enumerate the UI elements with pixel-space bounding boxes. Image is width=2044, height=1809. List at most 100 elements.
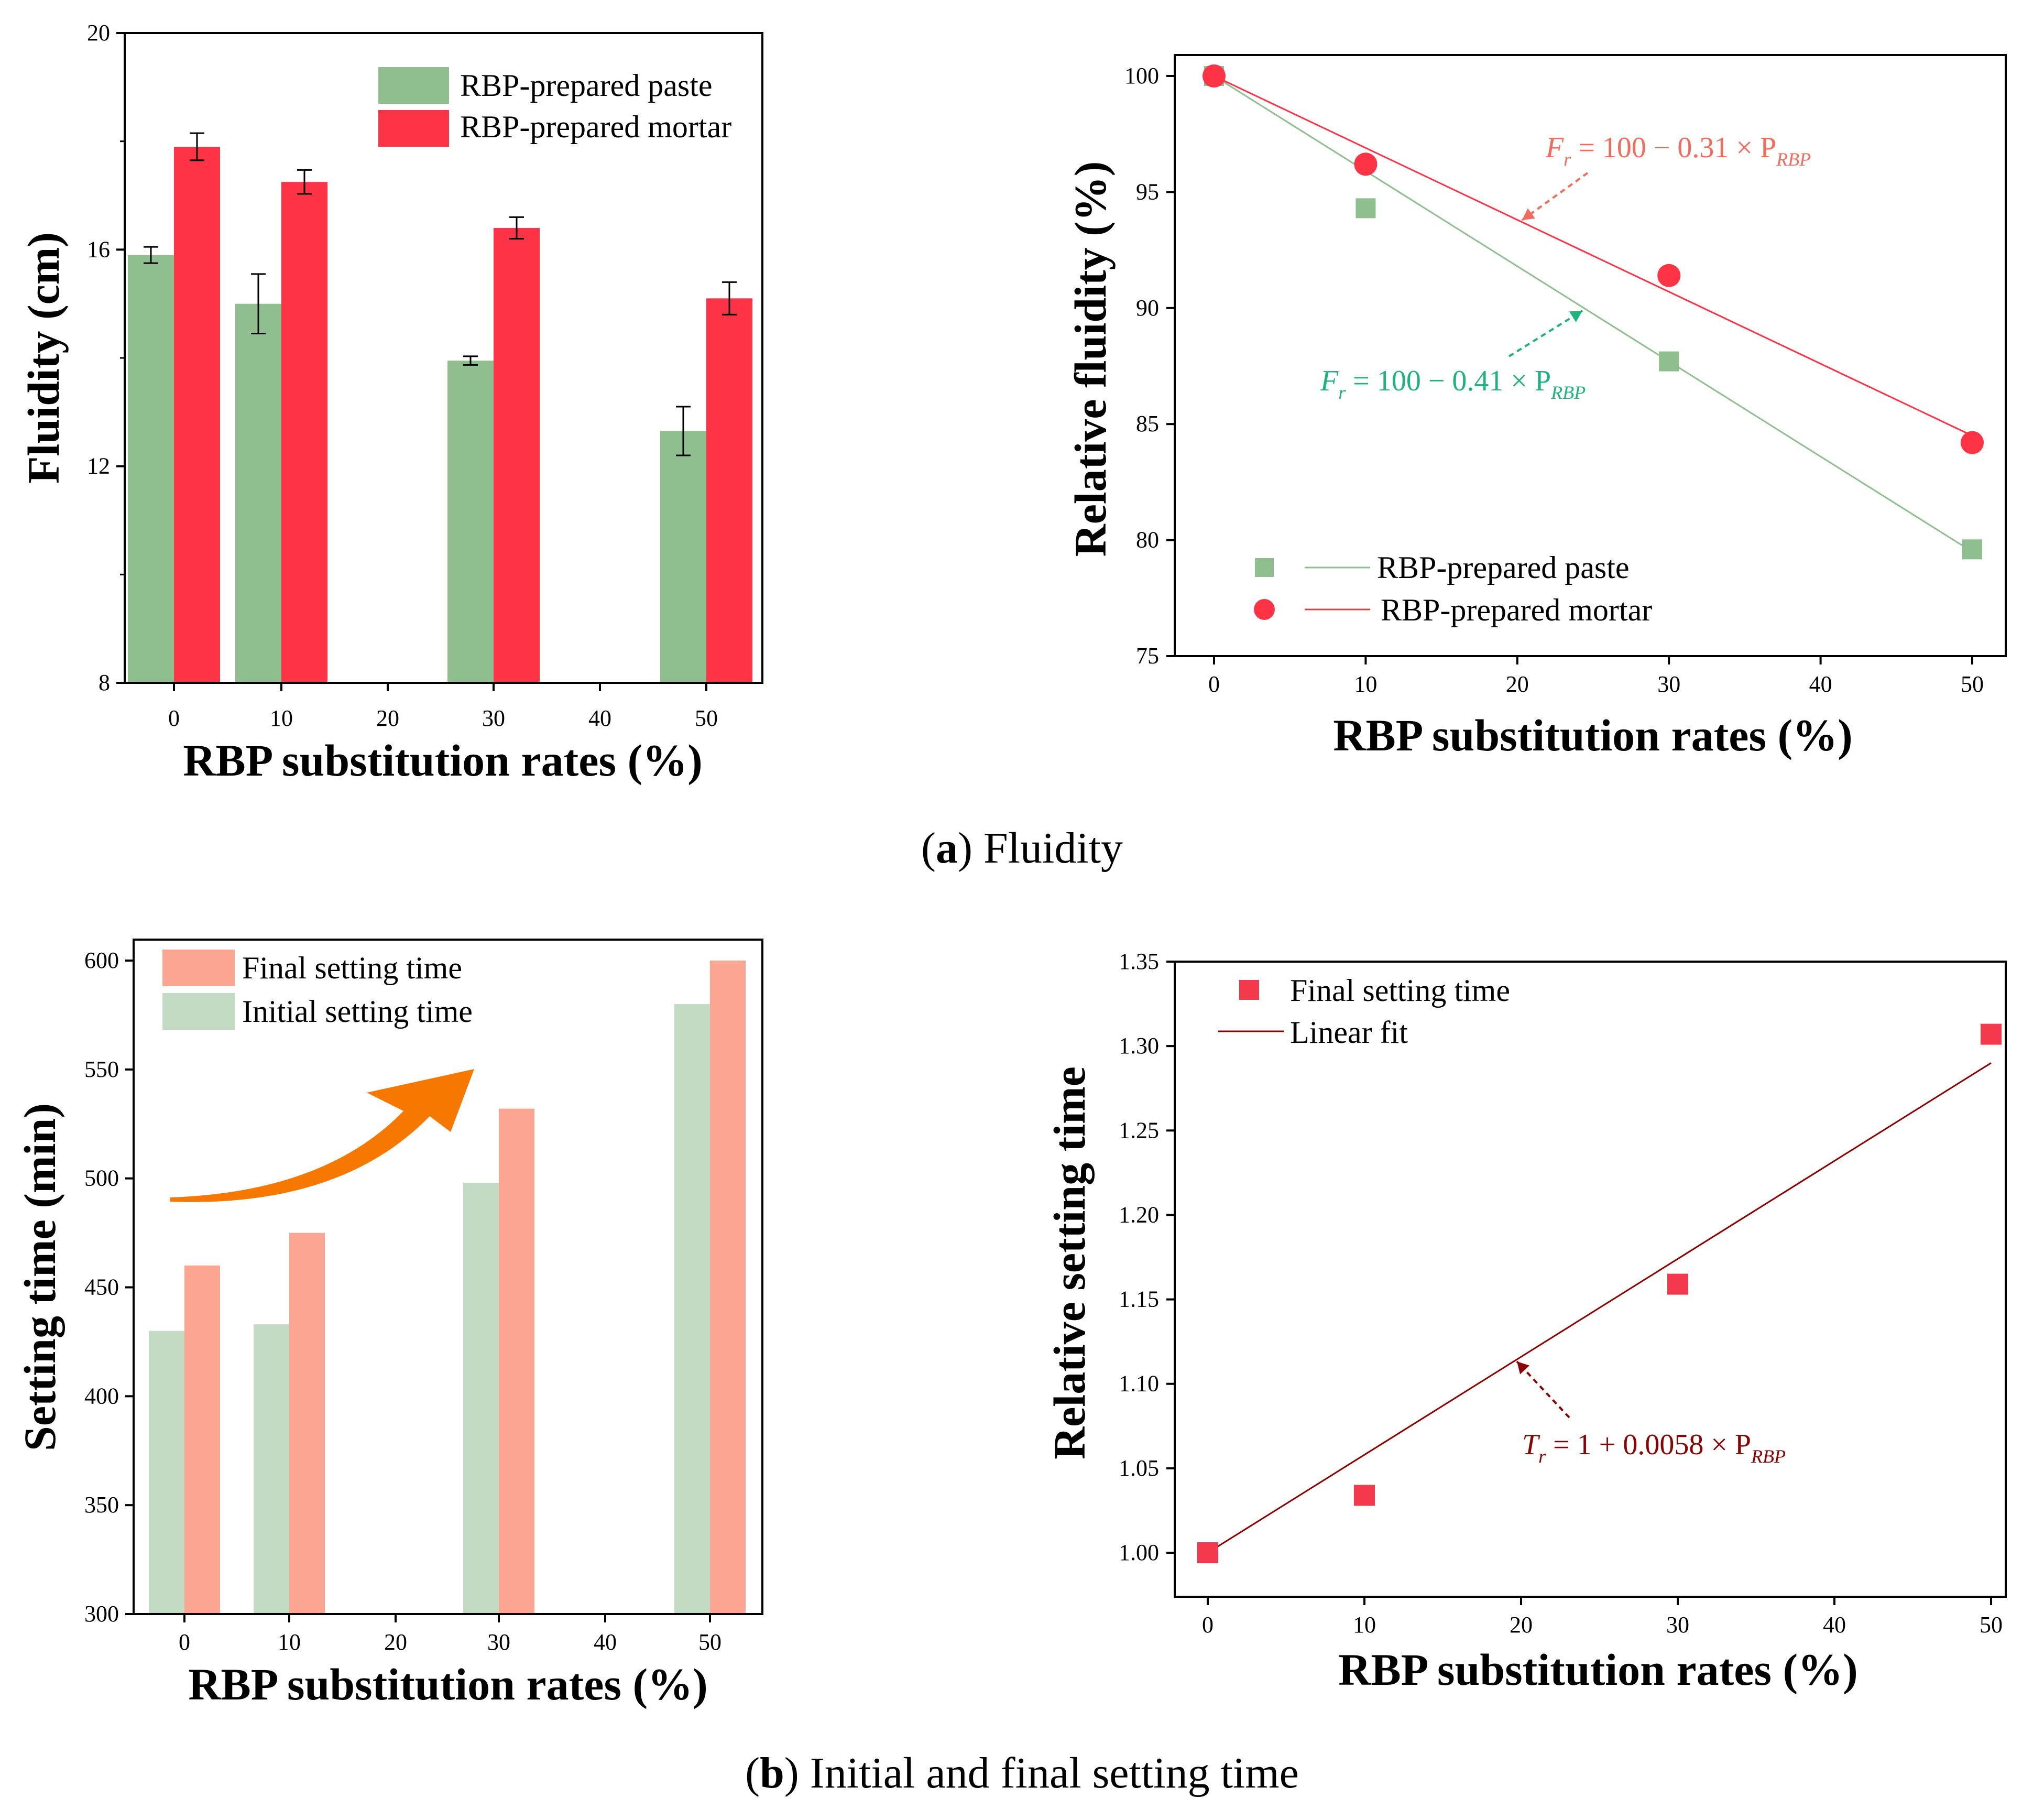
y-tick-label: 600 — [84, 947, 119, 973]
mortar-equation-part: r — [1564, 149, 1571, 170]
relfluid-plot-frame — [1174, 54, 2007, 657]
mortar-bar — [174, 147, 220, 683]
y-tick-label: 12 — [87, 453, 110, 479]
y-tick-label: 80 — [1136, 527, 1159, 553]
mortar-bar — [494, 228, 540, 683]
paste-bar — [235, 303, 281, 683]
y-tick-label: 550 — [84, 1056, 119, 1082]
fit-equation-part: T — [1522, 1429, 1540, 1461]
y-tick-label: 350 — [84, 1492, 119, 1518]
x-tick-label: 0 — [179, 1629, 190, 1655]
x-tick-label: 10 — [278, 1629, 301, 1655]
y-tick-label: 1.20 — [1119, 1202, 1159, 1227]
final-bar — [499, 1108, 534, 1614]
y-axis-title: Relative setting time — [1044, 1066, 1095, 1459]
paste-equation-part: r — [1338, 382, 1346, 403]
legend-final-swatch — [162, 950, 235, 986]
x-tick-label: 20 — [1506, 671, 1529, 697]
fit-equation-part: = 1 + 0.0058 × P — [1546, 1429, 1751, 1461]
x-tick-label: 20 — [384, 1629, 407, 1655]
paste-point — [1659, 351, 1679, 372]
x-tick-label: 0 — [168, 705, 180, 731]
x-tick-label: 40 — [1809, 671, 1832, 697]
caption-b-letter: b — [760, 1749, 784, 1797]
mortar-point — [1961, 431, 1984, 454]
mortar-point — [1203, 64, 1226, 88]
chart-relative-fluidity: 0 10 20 30 40 50 75 80 85 90 95 100 Fr = 100 − 0.31 … — [1065, 54, 2007, 760]
final-point — [1354, 1485, 1375, 1506]
mortar-equation-part: F — [1545, 132, 1564, 164]
legend-final-label: Final setting time — [1290, 973, 1510, 1008]
final-bar — [184, 1265, 220, 1614]
paste-point — [1962, 539, 1982, 560]
x-tick-label: 20 — [1510, 1612, 1533, 1638]
legend-mortar-marker — [1254, 599, 1275, 620]
y-tick-label: 1.35 — [1119, 949, 1159, 974]
y-tick-label: 100 — [1124, 63, 1159, 89]
y-tick-label: 85 — [1136, 411, 1159, 437]
final-bar — [289, 1233, 325, 1614]
x-axis-title: RBP substitution rates (%) — [1333, 710, 1852, 760]
legend-paste-swatch — [378, 67, 449, 104]
paste-bar — [447, 361, 494, 683]
legend-mortar-swatch — [378, 110, 449, 147]
mortar-point — [1657, 264, 1681, 287]
legend-paste-label: RBP-prepared paste — [1377, 550, 1630, 585]
x-tick-label: 50 — [698, 1629, 722, 1655]
x-tick-label: 40 — [588, 705, 611, 731]
caption-a-text: Fluidity — [983, 824, 1123, 873]
final-point — [1667, 1273, 1688, 1295]
final-point — [1197, 1542, 1218, 1563]
y-tick-label: 1.15 — [1119, 1287, 1159, 1312]
y-tick-label: 1.10 — [1119, 1371, 1159, 1397]
x-tick-label: 0 — [1202, 1612, 1214, 1638]
y-tick-label: 16 — [87, 236, 110, 262]
fit-equation-part: RBP — [1751, 1446, 1786, 1467]
relsetting-plot-frame — [1174, 961, 2007, 1598]
x-tick-label: 40 — [594, 1629, 617, 1655]
x-axis-title: RBP substitution rates (%) — [188, 1659, 707, 1709]
x-tick-label: 50 — [1980, 1612, 2003, 1638]
legend-mortar-label: RBP-prepared mortar — [1381, 593, 1652, 627]
y-tick-label: 450 — [84, 1274, 119, 1300]
fit-equation-part: r — [1538, 1446, 1546, 1467]
x-tick-label: 50 — [695, 705, 718, 731]
fit-eq-arrow-line — [1516, 1360, 1570, 1419]
x-tick-label: 20 — [376, 705, 399, 731]
chart-setting-time-bars: 0 10 20 30 40 50 300 350 400 450 500 550 600 Final se… — [15, 939, 763, 1709]
x-tick-label: 50 — [1961, 671, 1984, 697]
initial-bar — [674, 1004, 710, 1614]
initial-bar — [463, 1182, 499, 1614]
y-tick-label: 8 — [99, 670, 110, 695]
caption-a: (a) Fluidity — [921, 824, 1123, 873]
legend-initial-swatch — [162, 993, 235, 1030]
paste-equation-part: F — [1320, 365, 1339, 397]
chart-relative-setting-time: 0 10 20 30 40 50 1.00 1.05 1.10 1.15 1.20 1.25 1.30 1… — [1044, 949, 2007, 1695]
mortar-fit-line — [1214, 75, 1973, 437]
fluidity-plot-frame — [124, 32, 763, 684]
mortar-bar — [281, 182, 327, 683]
legend-final-label: Final setting time — [242, 951, 462, 985]
mortar-eq-arrow-line — [1521, 172, 1589, 221]
x-tick-label: 30 — [1666, 1612, 1689, 1638]
y-tick-label: 500 — [84, 1165, 119, 1191]
legend-fit-label: Linear fit — [1290, 1015, 1408, 1050]
mortar-point — [1354, 152, 1378, 176]
y-tick-label: 400 — [84, 1383, 119, 1409]
x-tick-label: 10 — [270, 705, 293, 731]
legend-paste-marker — [1255, 558, 1274, 577]
fit-line — [1207, 1062, 1992, 1554]
fit-eq-arrow-head — [1517, 1361, 1529, 1375]
y-tick-label: 1.30 — [1119, 1033, 1159, 1059]
paste-eq-arrow-line — [1508, 310, 1583, 357]
paste-eq-arrow-head — [1569, 311, 1582, 322]
paste-bar — [128, 255, 174, 683]
y-axis-title: Fluidity (cm) — [18, 232, 69, 484]
x-axis-title: RBP substitution rates (%) — [1338, 1644, 1857, 1695]
x-tick-label: 0 — [1208, 671, 1220, 697]
mortar-bar — [706, 298, 752, 683]
caption-b-text: Initial and final setting time — [810, 1749, 1299, 1797]
y-tick-label: 75 — [1136, 643, 1159, 669]
fit-equation: Tr = 1 + 0.0058 × PRBP — [1522, 1429, 1786, 1467]
